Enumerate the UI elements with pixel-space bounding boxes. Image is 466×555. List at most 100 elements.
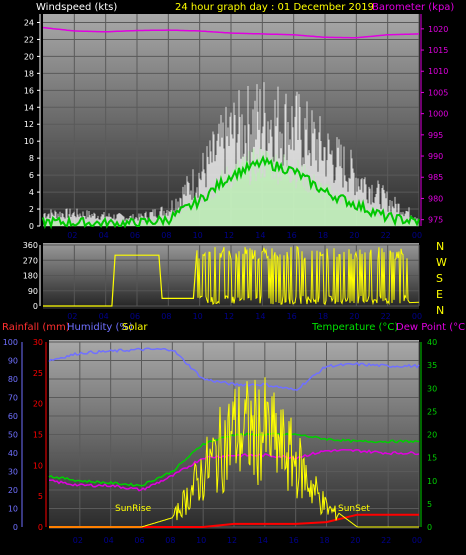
dewpoint-line (49, 448, 420, 492)
climate-x-tick-label: 04 (104, 536, 114, 545)
climate-x-tick-label: 22 (381, 536, 391, 545)
sunset-label: SunSet (338, 504, 370, 514)
wind-y-tick-label: 4 (29, 188, 34, 197)
direction-line (43, 254, 198, 307)
direction-x-tick-label: 16 (287, 312, 297, 321)
temperature-y-tick-label: 0 (427, 523, 432, 532)
direction-x-tick-label: 06 (130, 312, 140, 321)
direction-x-tick-label: 12 (224, 312, 234, 321)
wind-y-tick-label: 8 (29, 154, 34, 163)
temperature-y-tick-label: 25 (427, 407, 437, 416)
solar-line (49, 377, 419, 528)
direction-x-ticks: 02 04 06 08 10 12 14 16 18 20 22 00 (67, 312, 422, 321)
compass-n-top: N (436, 240, 444, 253)
barometer-y-tick-label: 1020 (428, 25, 448, 34)
temperature-y-tick-label: 10 (427, 477, 437, 486)
temperature-axis-title: Temperature (°C) (311, 322, 398, 333)
climate-series (48, 347, 420, 528)
barometer-y-ticks: 975 980 985 990 995 1000 1005 1010 1015 1020 (420, 14, 448, 226)
direction-x-tick-label: 10 (193, 312, 203, 321)
humidity-y-tick-label: 60 (8, 412, 18, 421)
direction-x-tick-label: 00 (412, 312, 422, 321)
direction-x-tick-label: 04 (99, 312, 109, 321)
climate-x-tick-label: 08 (165, 536, 175, 545)
humidity-y-tick-label: 70 (8, 394, 18, 403)
rainfall-y-tick-label: 10 (33, 461, 43, 470)
wind-y-tick-label: 14 (24, 103, 34, 112)
wind-axis-title: Windspeed (kts) (36, 2, 117, 13)
direction-y-tick-label: 0 (33, 302, 38, 311)
barometer-y-tick-label: 1005 (428, 88, 448, 97)
climate-x-ticks: 02 04 06 08 10 12 14 16 18 20 22 00 (73, 536, 422, 545)
wind-x-tick-label: 20 (349, 231, 359, 240)
barometer-y-tick-label: 1010 (428, 67, 448, 76)
dewpoint-axis-title: Dew Point (°C) (396, 322, 466, 333)
wind-x-tick-label: 00 (412, 231, 422, 240)
wind-y-tick-label: 22 (24, 35, 34, 44)
climate-x-tick-label: 20 (350, 536, 360, 545)
compass-e: E (436, 288, 443, 301)
climate-x-tick-label: 12 (227, 536, 237, 545)
barometer-y-tick-label: 995 (428, 131, 443, 140)
temperature-y-tick-label: 30 (427, 384, 437, 393)
humidity-axis-title: Humidity (%) (67, 322, 133, 333)
wind-y-tick-label: 20 (24, 52, 34, 61)
humidity-y-tick-label: 30 (8, 468, 18, 477)
wind-x-tick-label: 06 (130, 231, 140, 240)
compass-s: S (436, 272, 443, 285)
compass-labels: N W S E N (436, 240, 447, 317)
rainfall-y-tick-label: 0 (38, 523, 43, 532)
climate-x-tick-label: 10 (196, 536, 206, 545)
climate-x-tick-label: 00 (412, 536, 422, 545)
direction-x-tick-label: 02 (67, 312, 77, 321)
wind-x-tick-label: 14 (255, 231, 265, 240)
wind-series (42, 26, 420, 230)
humidity-y-tick-label: 90 (8, 357, 18, 366)
humidity-y-ticks: 0 10 20 30 40 50 60 70 80 90 100 (3, 338, 23, 532)
compass-w: W (436, 256, 447, 269)
climate-x-tick-label: 02 (73, 536, 83, 545)
direction-x-tick-label: 14 (255, 312, 265, 321)
direction-y-tick-label: 180 (23, 272, 38, 281)
barometer-y-tick-label: 1015 (428, 46, 448, 55)
rainfall-axis-title: Rainfall (mm) (2, 322, 70, 333)
wind-x-tick-label: 16 (287, 231, 297, 240)
rainfall-y-tick-label: 30 (33, 338, 43, 347)
direction-y-tick-label: 360 (23, 241, 38, 250)
climate-x-tick-label: 18 (319, 536, 329, 545)
wind-x-tick-label: 12 (224, 231, 234, 240)
humidity-y-tick-label: 40 (8, 449, 18, 458)
temperature-y-tick-label: 20 (427, 431, 437, 440)
wind-y-tick-label: 0 (29, 222, 34, 231)
chart-title: 24 hour graph day : 01 December 2019 (175, 2, 374, 13)
temperature-y-tick-label: 15 (427, 454, 437, 463)
average-wind-line (42, 154, 420, 230)
wind-x-tick-label: 02 (67, 231, 77, 240)
direction-x-tick-label: 18 (318, 312, 328, 321)
wind-x-tick-label: 18 (318, 231, 328, 240)
wind-x-ticks: 02 04 06 08 10 12 14 16 18 20 22 00 (67, 231, 422, 240)
direction-series (43, 245, 420, 307)
direction-y-ticks: 0 90 180 270 360 (23, 241, 41, 311)
humidity-y-tick-label: 100 (3, 338, 18, 347)
rainfall-y-tick-label: 25 (33, 369, 43, 378)
climate-x-tick-label: 06 (134, 536, 144, 545)
sunrise-label: SunRise (115, 504, 152, 514)
rainfall-y-tick-label: 20 (33, 400, 43, 409)
direction-y-tick-label: 270 (23, 256, 38, 265)
climate-x-tick-label: 14 (258, 536, 268, 545)
wind-y-tick-label: 16 (24, 86, 34, 95)
wind-y-tick-label: 10 (24, 137, 34, 146)
rainfall-y-tick-label: 15 (33, 431, 43, 440)
barometer-y-tick-label: 975 (428, 216, 443, 225)
wind-x-tick-label: 04 (99, 231, 109, 240)
temperature-y-ticks: 0 5 10 15 20 25 30 35 40 (420, 338, 437, 532)
humidity-y-tick-label: 10 (8, 505, 18, 514)
humidity-y-tick-label: 80 (8, 375, 18, 384)
solar-axis-title: Solar (122, 322, 148, 333)
temperature-y-tick-label: 40 (427, 338, 437, 347)
humidity-y-tick-label: 50 (8, 431, 18, 440)
direction-x-tick-label: 22 (381, 312, 391, 321)
